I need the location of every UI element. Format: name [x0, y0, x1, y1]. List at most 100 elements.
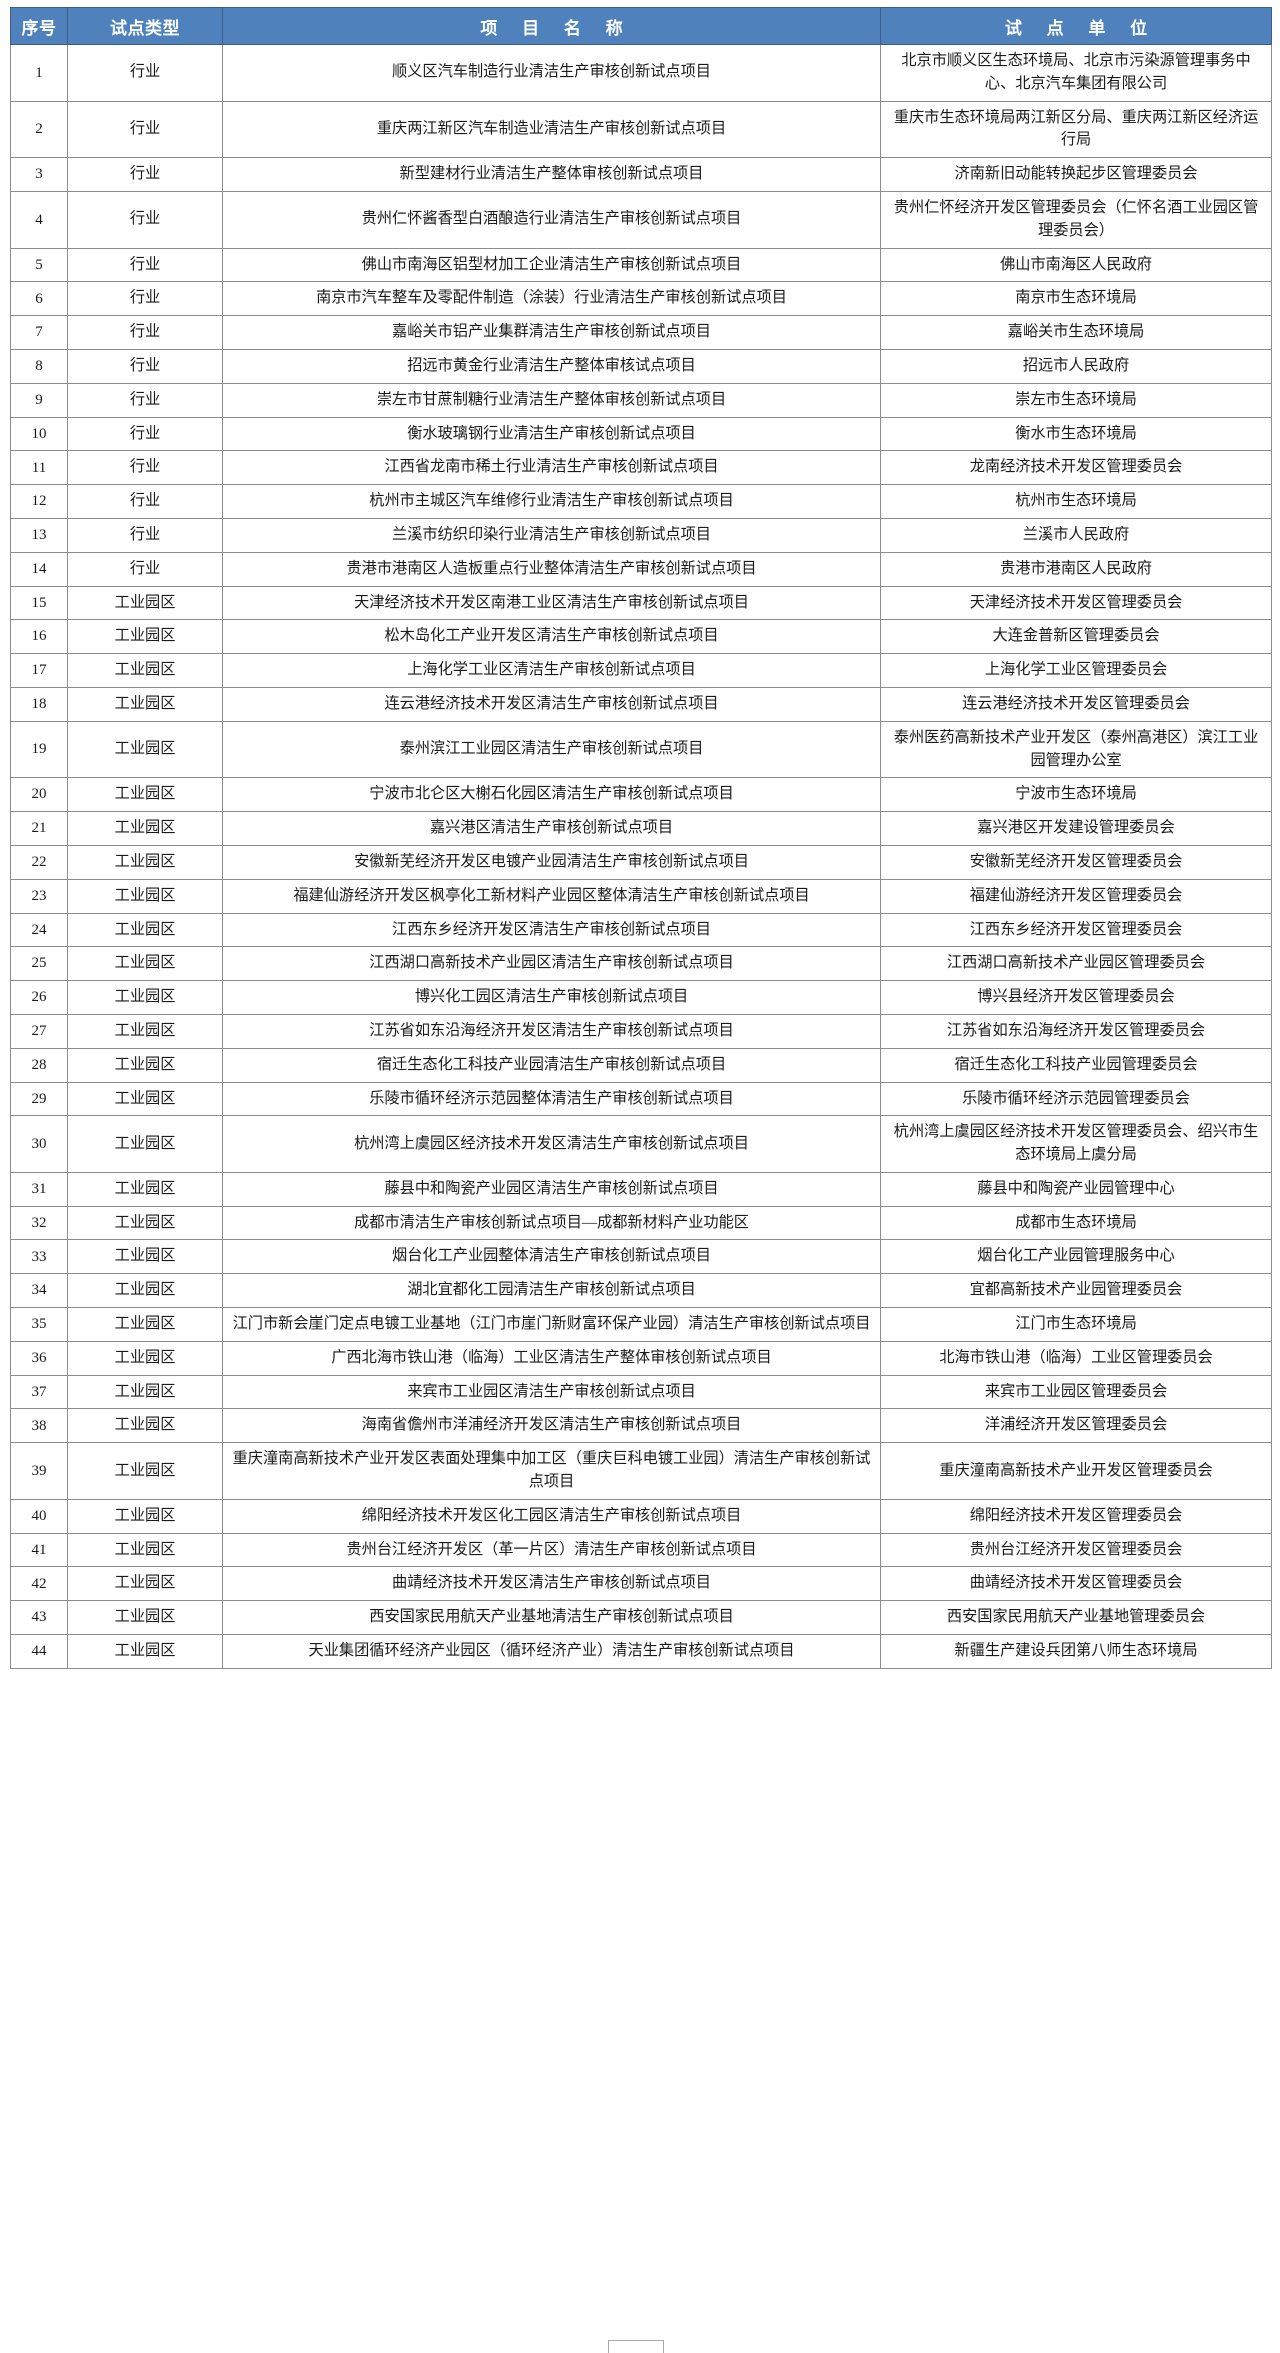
cell-pilot-type: 工业园区: [67, 1374, 223, 1410]
cell-sequence: 40: [10, 1498, 68, 1534]
cell-pilot-unit: 贵州台江经济开发区管理委员会: [880, 1532, 1272, 1568]
table-row: 34 工业园区 湖北宜都化工园清洁生产审核创新试点项目 宜都高新技术产业园管理委员会: [10, 1273, 1272, 1309]
cell-pilot-type: 工业园区: [67, 1013, 223, 1049]
cell-sequence: 29: [10, 1081, 68, 1117]
cell-pilot-type: 行业: [67, 416, 223, 452]
cell-pilot-unit: 泰州医药高新技术产业开发区（泰州高港区）滨江工业园管理办公室: [880, 720, 1272, 779]
cell-pilot-type: 行业: [67, 551, 223, 587]
cell-pilot-unit: 嘉兴港区开发建设管理委员会: [880, 811, 1272, 846]
cell-sequence: 31: [10, 1171, 68, 1207]
table-row: 11 行业 江西省龙南市稀土行业清洁生产审核创新试点项目 龙南经济技术开发区管理委员会: [10, 450, 1272, 486]
cell-sequence: 13: [10, 517, 68, 553]
cell-pilot-unit: 天津经济技术开发区管理委员会: [880, 585, 1272, 621]
table-row: 42 工业园区 曲靖经济技术开发区清洁生产审核创新试点项目 曲靖经济技术开发区管理委员…: [10, 1566, 1272, 1602]
cell-pilot-type: 行业: [67, 450, 223, 486]
table-row: 2 行业 重庆两江新区汽车制造业清洁生产审核创新试点项目 重庆市生态环境局两江新区分局…: [10, 100, 1272, 159]
cell-sequence: 44: [10, 1634, 68, 1669]
cell-sequence: 34: [10, 1273, 68, 1309]
cell-project-name: 贵港市港南区人造板重点行业整体清洁生产审核创新试点项目: [222, 551, 881, 587]
cell-sequence: 33: [10, 1239, 68, 1275]
cell-sequence: 8: [10, 348, 68, 384]
cell-pilot-unit: 招远市人民政府: [880, 348, 1272, 384]
cell-sequence: 21: [10, 811, 68, 846]
table-row: 12 行业 杭州市主城区汽车维修行业清洁生产审核创新试点项目 杭州市生态环境局: [10, 484, 1272, 519]
cell-pilot-unit: 大连金普新区管理委员会: [880, 619, 1272, 655]
cell-project-name: 西安国家民用航天产业基地清洁生产审核创新试点项目: [222, 1600, 881, 1636]
table-row: 18 工业园区 连云港经济技术开发区清洁生产审核创新试点项目 连云港经济技术开发区管理…: [10, 686, 1272, 722]
cell-project-name: 杭州湾上虞园区经济技术开发区清洁生产审核创新试点项目: [222, 1115, 881, 1173]
cell-project-name: 招远市黄金行业清洁生产整体审核试点项目: [222, 348, 881, 384]
cell-pilot-unit: 江西湖口高新技术产业园区管理委员会: [880, 946, 1272, 982]
cell-sequence: 4: [10, 190, 68, 249]
cell-sequence: 26: [10, 980, 68, 1015]
cell-sequence: 27: [10, 1013, 68, 1049]
column-header-pilot-unit: 试 点 单 位: [880, 7, 1272, 45]
table-row: 40 工业园区 绵阳经济技术开发区化工园区清洁生产审核创新试点项目 绵阳经济技术开发区…: [10, 1498, 1272, 1534]
cell-pilot-unit: 北海市铁山港（临海）工业区管理委员会: [880, 1340, 1272, 1376]
table-row: 6 行业 南京市汽车整车及零配件制造（涂装）行业清洁生产审核创新试点项目 南京市生态环…: [10, 281, 1272, 317]
cell-sequence: 23: [10, 878, 68, 914]
cell-sequence: 36: [10, 1340, 68, 1376]
table-row: 4 行业 贵州仁怀酱香型白酒酿造行业清洁生产审核创新试点项目 贵州仁怀经济开发区管理委…: [10, 190, 1272, 249]
cell-pilot-unit: 龙南经济技术开发区管理委员会: [880, 450, 1272, 486]
cell-pilot-type: 工业园区: [67, 653, 223, 688]
cell-pilot-type: 工业园区: [67, 1566, 223, 1602]
cell-pilot-unit: 杭州市生态环境局: [880, 484, 1272, 519]
cell-project-name: 重庆两江新区汽车制造业清洁生产审核创新试点项目: [222, 100, 881, 159]
table-row: 28 工业园区 宿迁生态化工科技产业园清洁生产审核创新试点项目 宿迁生态化工科技产业园…: [10, 1047, 1272, 1083]
cell-sequence: 9: [10, 382, 68, 418]
cell-sequence: 25: [10, 946, 68, 982]
table-row: 8 行业 招远市黄金行业清洁生产整体审核试点项目 招远市人民政府: [10, 348, 1272, 384]
cell-sequence: 3: [10, 157, 68, 192]
cell-pilot-type: 工业园区: [67, 1171, 223, 1207]
pilot-project-table: 序号 试点类型 项 目 名 称 试 点 单 位 1 行业 顺义区汽车制造行业清洁生产…: [10, 7, 1272, 1669]
cell-pilot-type: 工业园区: [67, 1442, 223, 1500]
cell-pilot-type: 工业园区: [67, 1498, 223, 1534]
cell-pilot-type: 工业园区: [67, 619, 223, 655]
cell-project-name: 天津经济技术开发区南港工业区清洁生产审核创新试点项目: [222, 585, 881, 621]
cell-project-name: 重庆潼南高新技术产业开发区表面处理集中加工区（重庆巨科电镀工业园）清洁生产审核创…: [222, 1442, 881, 1500]
cell-project-name: 宁波市北仑区大榭石化园区清洁生产审核创新试点项目: [222, 777, 881, 813]
cell-project-name: 佛山市南海区铝型材加工企业清洁生产审核创新试点项目: [222, 247, 881, 283]
table-header-row: 序号 试点类型 项 目 名 称 试 点 单 位: [10, 7, 1272, 45]
table-row: 26 工业园区 博兴化工园区清洁生产审核创新试点项目 博兴县经济开发区管理委员会: [10, 980, 1272, 1015]
cell-pilot-unit: 嘉峪关市生态环境局: [880, 315, 1272, 350]
cell-pilot-type: 行业: [67, 100, 223, 159]
cell-pilot-type: 工业园区: [67, 1239, 223, 1275]
cell-project-name: 广西北海市铁山港（临海）工业区清洁生产整体审核创新试点项目: [222, 1340, 881, 1376]
cell-pilot-unit: 绵阳经济技术开发区管理委员会: [880, 1498, 1272, 1534]
cell-pilot-unit: 烟台化工产业园管理服务中心: [880, 1239, 1272, 1275]
cell-pilot-type: 工业园区: [67, 1340, 223, 1376]
cell-pilot-unit: 宜都高新技术产业园管理委员会: [880, 1273, 1272, 1309]
cell-pilot-unit: 重庆潼南高新技术产业开发区管理委员会: [880, 1442, 1272, 1500]
table-row: 35 工业园区 江门市新会崖门定点电镀工业基地（江门市崖门新财富环保产业园）清洁生产…: [10, 1307, 1272, 1342]
cell-sequence: 19: [10, 720, 68, 779]
cell-sequence: 39: [10, 1442, 68, 1500]
cell-pilot-type: 工业园区: [67, 912, 223, 948]
cell-sequence: 37: [10, 1374, 68, 1410]
cell-project-name: 嘉峪关市铝产业集群清洁生产审核创新试点项目: [222, 315, 881, 350]
cell-pilot-type: 行业: [67, 315, 223, 350]
cell-pilot-unit: 宿迁生态化工科技产业园管理委员会: [880, 1047, 1272, 1083]
cell-project-name: 江西湖口高新技术产业园区清洁生产审核创新试点项目: [222, 946, 881, 982]
cell-project-name: 天业集团循环经济产业园区（循环经济产业）清洁生产审核创新试点项目: [222, 1634, 881, 1669]
table-row: 15 工业园区 天津经济技术开发区南港工业区清洁生产审核创新试点项目 天津经济技术开发…: [10, 585, 1272, 621]
cell-pilot-unit: 崇左市生态环境局: [880, 382, 1272, 418]
cell-project-name: 博兴化工园区清洁生产审核创新试点项目: [222, 980, 881, 1015]
table-header: 序号 试点类型 项 目 名 称 试 点 单 位: [10, 7, 1272, 45]
cell-pilot-type: 工业园区: [67, 1115, 223, 1173]
cell-sequence: 2: [10, 100, 68, 159]
cell-pilot-type: 行业: [67, 157, 223, 192]
cell-pilot-unit: 曲靖经济技术开发区管理委员会: [880, 1566, 1272, 1602]
table-row: 23 工业园区 福建仙游经济开发区枫亭化工新材料产业园区整体清洁生产审核创新试点项目…: [10, 878, 1272, 914]
cell-pilot-type: 行业: [67, 382, 223, 418]
table-row: 7 行业 嘉峪关市铝产业集群清洁生产审核创新试点项目 嘉峪关市生态环境局: [10, 315, 1272, 350]
cell-project-name: 顺义区汽车制造行业清洁生产审核创新试点项目: [222, 44, 881, 102]
cell-sequence: 5: [10, 247, 68, 283]
table-row: 32 工业园区 成都市清洁生产审核创新试点项目—成都新材料产业功能区 成都市生态环境局: [10, 1205, 1272, 1241]
cell-pilot-type: 工业园区: [67, 946, 223, 982]
cell-pilot-type: 工业园区: [67, 1600, 223, 1636]
cell-project-name: 衡水玻璃钢行业清洁生产审核创新试点项目: [222, 416, 881, 452]
cell-pilot-type: 工业园区: [67, 1408, 223, 1444]
